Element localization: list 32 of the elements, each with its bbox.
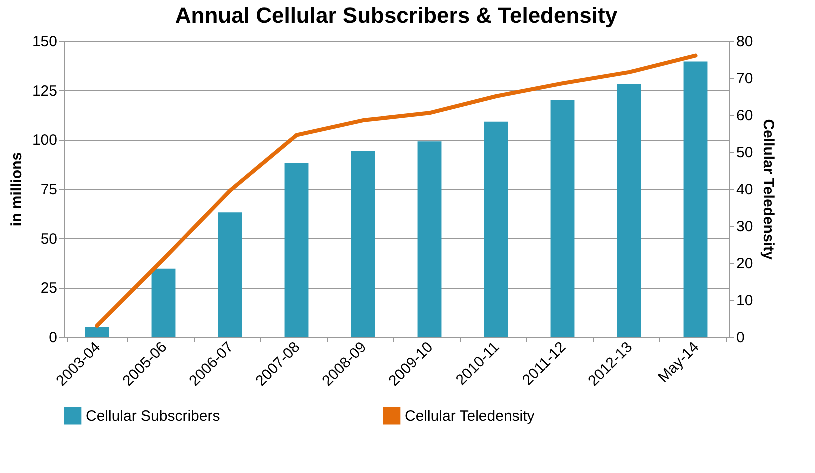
y2-tick-label: 0 — [736, 330, 745, 346]
y2-tick-label: 60 — [736, 108, 754, 124]
bar — [85, 327, 110, 337]
bar — [152, 268, 176, 337]
y-tick-label: 75 — [40, 182, 58, 198]
y2-tick-label: 50 — [736, 144, 754, 162]
bar — [550, 100, 575, 337]
y2-tick-label: 30 — [736, 218, 754, 236]
y-tick-label: 150 — [32, 34, 58, 50]
y2-tick-label: 10 — [736, 292, 754, 310]
y2-axis-title: Cellular Teledensity — [760, 119, 778, 260]
bar — [351, 152, 376, 337]
legend-label: Cellular Subscribers — [86, 408, 220, 426]
y2-tick-label: 20 — [736, 256, 754, 272]
bar — [484, 122, 508, 337]
line-series — [95, 54, 698, 328]
y-tick-label: 25 — [40, 280, 58, 298]
legend-label: Cellular Teledensity — [405, 408, 536, 426]
bar — [418, 142, 442, 337]
bar — [617, 84, 642, 337]
y-tick-label: 0 — [49, 330, 58, 346]
y-axis-title: in millions — [8, 152, 26, 227]
y2-tick-label: 80 — [736, 34, 754, 50]
bar — [284, 163, 309, 337]
bar — [684, 62, 708, 337]
y-tick-label: 125 — [32, 82, 58, 100]
bar — [218, 212, 242, 337]
chart-title: Annual Cellular Subscribers & Teledensity — [175, 3, 618, 28]
y2-tick-label: 70 — [736, 70, 754, 88]
y-tick-label: 50 — [40, 230, 58, 248]
y2-tick-label: 40 — [736, 182, 754, 198]
y-tick-label: 100 — [32, 132, 58, 150]
